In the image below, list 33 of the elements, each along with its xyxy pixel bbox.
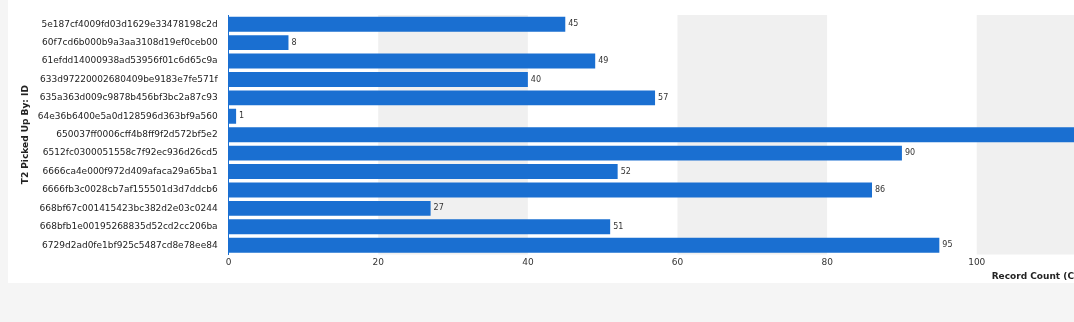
x-tick-label: 60	[671, 257, 684, 268]
data-label: 95	[942, 240, 953, 250]
data-label: 27	[433, 203, 444, 213]
y-tick-label: 5e187cf4009fd03d1629e33478198c2d	[41, 18, 218, 29]
y-tick-label: 6512fc0300051558c7f92ec936d26cd5	[42, 147, 218, 158]
data-label: 52	[620, 166, 631, 176]
y-tick-label: 6729d2ad0fe1bf925c5487cd8e78ee84	[42, 239, 218, 250]
x-tick-label: 80	[821, 257, 834, 268]
x-axis-title: Record Count (C	[991, 270, 1074, 281]
data-label: 90	[904, 148, 916, 158]
y-tick-label: 6666ca4e000f972d409afaca29a65ba1	[42, 165, 218, 176]
y-tick-label: 6666fb3c0028cb7af155501d3d7ddcb6	[42, 184, 218, 195]
data-label: 45	[568, 19, 579, 29]
y-tick-label: 668bf67c001415423bc382d2e03c0244	[39, 202, 218, 213]
data-label: 57	[658, 92, 669, 102]
data-label: 1	[239, 111, 245, 121]
y-tick-label: 650037ff0006cff4b8ff9f2d572bf5e2	[56, 129, 218, 140]
y-tick-label: 60f7cd6b000b9a3aa3108d19ef0ceb00	[42, 36, 218, 47]
y-tick-label: 61efdd14000938ad53956f01c6d65c9a	[41, 55, 218, 66]
data-label: 51	[613, 221, 624, 231]
data-label: 40	[530, 74, 542, 84]
y-axis-title: T2 Picked Up By: ID	[19, 85, 30, 185]
x-tick-label: 0	[225, 257, 232, 268]
data-label: 86	[875, 185, 886, 195]
y-tick-label: 633d97220002680409be9183e7fe571f	[40, 73, 219, 84]
x-tick-label: 20	[372, 257, 385, 268]
y-tick-label: 64e36b6400e5a0d128596d363bf9a560	[37, 110, 218, 121]
x-tick-label: 40	[522, 257, 534, 268]
y-tick-label: 668bfb1e00195268835d52cd2cc206ba	[39, 221, 218, 232]
y-tick-label: 635a363d009c9878b456bf3bc2a87c93	[39, 92, 218, 103]
data-label: 8	[291, 37, 297, 47]
x-tick-label: 100	[968, 257, 986, 268]
data-label: 49	[598, 56, 609, 66]
